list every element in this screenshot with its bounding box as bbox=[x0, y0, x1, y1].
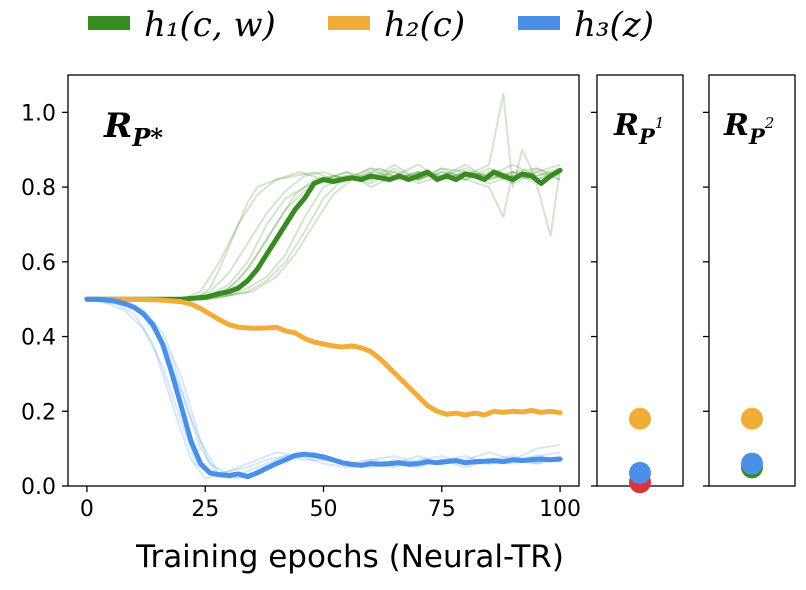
panel-main: 0 25 50 75 100 0.0 0.2 0.4 0.6 0.8 1.0 RP* bbox=[21, 74, 581, 522]
legend-item-h3: h₃(z) bbox=[518, 5, 654, 45]
panel-title-2: RP2 bbox=[723, 108, 774, 149]
legend-swatch-h3 bbox=[518, 16, 560, 30]
legend-item-h2: h₂(c) bbox=[328, 5, 465, 45]
point-h2-panel-1 bbox=[629, 407, 651, 430]
y-tick-label-0.4: 0.4 bbox=[21, 326, 56, 351]
x-tick-label-100: 100 bbox=[539, 497, 581, 522]
point-h3-panel-1 bbox=[629, 461, 651, 484]
point-h2-panel-2 bbox=[741, 407, 763, 430]
x-tick-label-75: 75 bbox=[428, 497, 456, 522]
y-tick-label-0.2: 0.2 bbox=[21, 400, 56, 425]
panel-title-0: RP* bbox=[103, 106, 163, 152]
series-h1-run-8 bbox=[86, 163, 561, 301]
x-axis-label: Training epochs (Neural-TR) bbox=[135, 539, 564, 575]
panel-p2: RP2 bbox=[703, 74, 796, 487]
y-tick-label-0.0: 0.0 bbox=[21, 475, 56, 500]
x-tick-label-25: 25 bbox=[191, 497, 219, 522]
series-h1-run-2 bbox=[86, 167, 562, 301]
series-h3-run-3 bbox=[86, 298, 561, 476]
legend-label-h3: h₃(z) bbox=[574, 5, 654, 45]
mean-lines bbox=[84, 167, 563, 480]
series-h1-run-5 bbox=[86, 167, 561, 301]
series-h3-mean-line bbox=[84, 296, 563, 480]
legend-label-h1: h₁(c, w) bbox=[144, 5, 276, 45]
y-tick-label-0.8: 0.8 bbox=[21, 176, 56, 201]
series-h1-mean-line bbox=[84, 167, 563, 302]
series-h1-run-6 bbox=[86, 163, 561, 301]
y-tick-label-0.6: 0.6 bbox=[21, 251, 56, 276]
series-h3-run-2 bbox=[86, 298, 561, 476]
panel-p1: RP1 bbox=[591, 74, 684, 494]
legend-item-h1: h₁(c, w) bbox=[88, 5, 276, 45]
point-h3-panel-2 bbox=[741, 452, 763, 475]
series-h1-run-0 bbox=[86, 92, 561, 301]
series-h1-run-7 bbox=[86, 163, 561, 301]
series-h2-mean-line bbox=[84, 296, 563, 418]
x-tick-label-50: 50 bbox=[310, 497, 338, 522]
panel-title-1: RP1 bbox=[613, 108, 664, 149]
y-tick-label-1.0: 1.0 bbox=[21, 101, 56, 126]
series-h1-run-4 bbox=[86, 163, 561, 301]
panel-frame-2 bbox=[708, 74, 796, 487]
x-tick-label-0: 0 bbox=[80, 497, 94, 522]
legend: h₁(c, w) h₂(c) h₃(z) bbox=[88, 5, 654, 45]
legend-swatch-h1 bbox=[88, 16, 130, 30]
legend-swatch-h2 bbox=[328, 16, 370, 30]
legend-label-h2: h₂(c) bbox=[384, 5, 465, 45]
